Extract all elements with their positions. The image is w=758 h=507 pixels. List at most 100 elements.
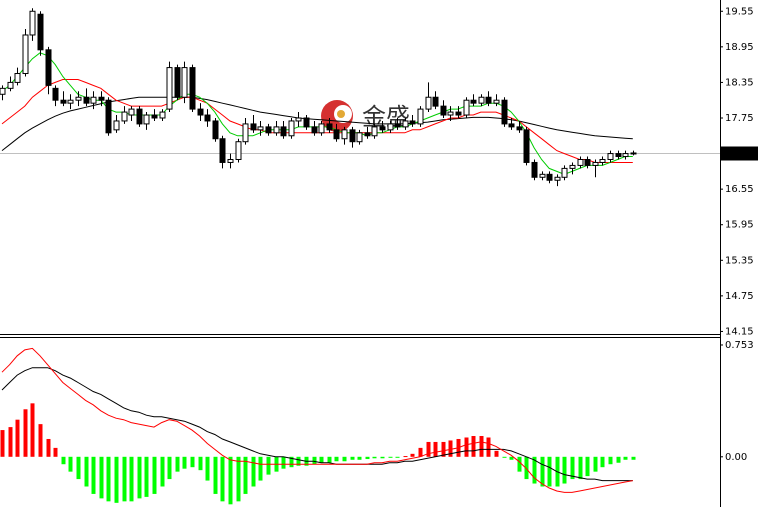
histogram-bar <box>266 456 271 475</box>
histogram-bar <box>372 456 377 459</box>
histogram-bar <box>251 456 256 487</box>
candle-body <box>235 141 242 160</box>
histogram-bar <box>122 456 127 502</box>
candle-body <box>546 173 553 181</box>
histogram-bar <box>517 456 522 472</box>
histogram-bar <box>182 456 187 469</box>
last-price-label: 17.16 <box>725 149 754 160</box>
candle-body <box>470 99 477 104</box>
candle-body <box>425 96 432 110</box>
candle-body <box>273 126 280 134</box>
histogram-bar <box>410 453 415 457</box>
histogram-bar <box>585 456 590 477</box>
candle-body <box>630 152 637 155</box>
histogram-bar <box>99 456 104 499</box>
candle-body <box>83 96 90 104</box>
candle-body <box>257 126 264 131</box>
candle-body <box>45 49 52 86</box>
histogram-bar <box>167 456 172 480</box>
histogram-bar <box>152 456 157 494</box>
candle-body <box>501 99 508 125</box>
histogram-bar <box>129 456 134 502</box>
histogram-bar <box>243 456 248 494</box>
y-tick-label: 14.75 <box>725 291 754 302</box>
candle-body <box>333 129 340 140</box>
candle-body <box>341 129 348 140</box>
histogram-bar <box>23 409 28 457</box>
histogram-bar <box>0 430 5 457</box>
candle-body <box>463 99 470 116</box>
candle-body <box>599 158 606 163</box>
y-tick-label: 18.95 <box>725 42 754 53</box>
candle-body <box>432 96 439 107</box>
candle-body <box>159 111 166 119</box>
histogram-bar <box>144 456 149 497</box>
candle-body <box>592 161 599 166</box>
histogram-bar <box>106 456 111 502</box>
histogram-bar <box>30 403 35 457</box>
histogram-bar <box>395 456 400 458</box>
histogram-bar <box>281 456 286 469</box>
histogram-bar <box>319 456 324 463</box>
histogram-bar <box>213 456 218 494</box>
candle-body <box>166 67 173 110</box>
candle-body <box>29 10 36 36</box>
candle-body <box>60 99 67 104</box>
candle-body <box>303 117 310 128</box>
histogram-bar <box>91 456 96 494</box>
histogram-bar <box>160 456 165 487</box>
candle-body <box>90 96 97 104</box>
candle-body <box>394 123 401 128</box>
candle-body <box>485 96 492 104</box>
candle-body <box>189 67 196 110</box>
candle-body <box>280 126 287 137</box>
histogram-bar <box>334 456 339 462</box>
y-tick-label: 15.95 <box>725 220 754 231</box>
histogram-bar <box>350 456 355 460</box>
candle-body <box>516 126 523 131</box>
histogram-bar <box>578 456 583 480</box>
histogram-bar <box>38 424 43 457</box>
y-tick-label: 17.75 <box>725 113 754 124</box>
histogram-bar <box>61 456 66 465</box>
candle-body <box>508 123 515 128</box>
candle-body <box>478 96 485 104</box>
histogram-bar <box>486 437 491 457</box>
candle-body <box>250 123 257 131</box>
histogram-bar <box>357 456 362 460</box>
histogram-bar <box>494 450 499 457</box>
histogram-bar <box>228 456 233 505</box>
histogram-bar <box>312 456 317 465</box>
histogram-bar <box>547 456 552 487</box>
candle-body <box>409 120 416 125</box>
last-price-box <box>721 146 758 161</box>
candle-body <box>52 87 59 101</box>
candle-body <box>98 96 105 101</box>
candle-body <box>151 114 158 119</box>
candle-body <box>584 158 591 166</box>
candle-body <box>121 111 128 122</box>
histogram-bar <box>198 456 203 471</box>
candle-body <box>197 108 204 116</box>
candle-body <box>364 132 371 137</box>
candle-body <box>204 114 211 122</box>
histogram-bar <box>15 419 20 457</box>
histogram-bar <box>380 456 385 459</box>
histogram-bar <box>403 456 408 458</box>
histogram-bar <box>426 441 431 457</box>
histogram-bar <box>570 456 575 480</box>
candle-body <box>143 114 150 125</box>
histogram-bar <box>623 456 628 460</box>
candle-body <box>311 126 318 134</box>
histogram-bar <box>600 456 605 468</box>
histogram-bar <box>8 427 13 457</box>
histogram-bar <box>562 456 567 484</box>
candle-body <box>561 167 568 178</box>
candle-body <box>417 108 424 125</box>
candle-body <box>288 120 295 137</box>
candle-body <box>75 96 82 101</box>
candle-body <box>212 120 219 140</box>
histogram-bar <box>365 456 370 460</box>
